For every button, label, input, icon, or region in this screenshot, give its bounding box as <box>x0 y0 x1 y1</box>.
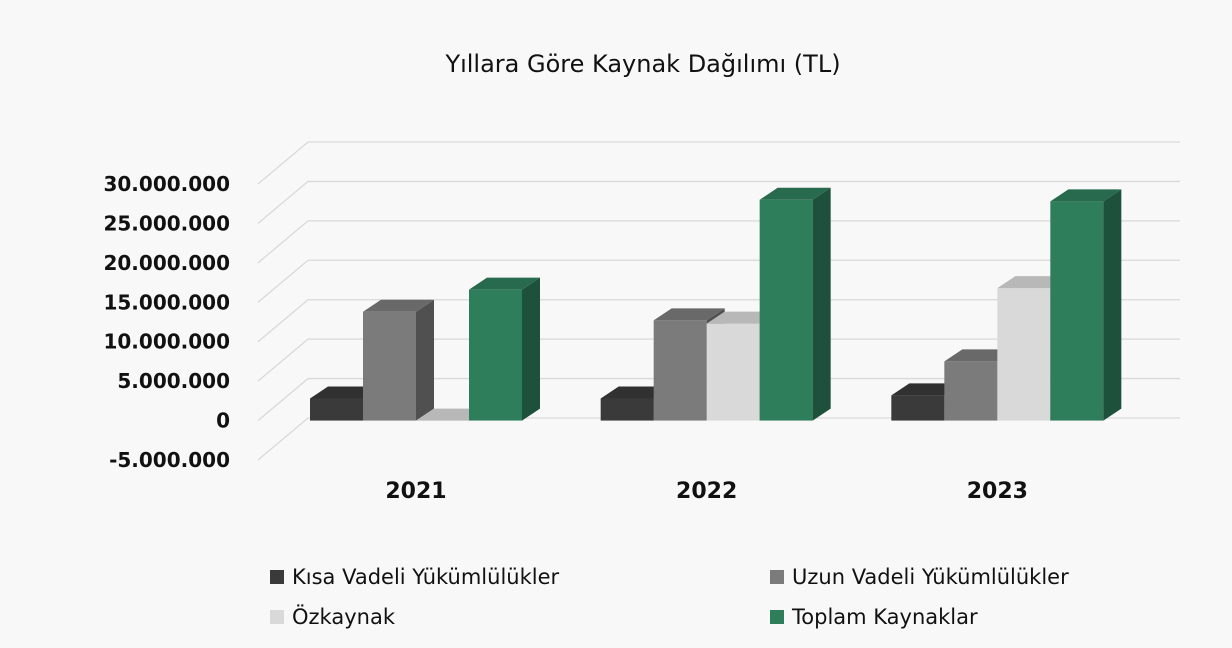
y-tick-label: 15.000.000 <box>103 290 230 314</box>
bar-front <box>944 361 998 421</box>
bar-front <box>891 395 945 421</box>
x-tick-label: 2022 <box>676 479 737 504</box>
gridline <box>257 220 1180 264</box>
chart-title: Yıllara Göre Kaynak Dağılımı (TL) <box>445 50 841 78</box>
gridline <box>257 417 1180 461</box>
y-tick-label: 0 <box>216 409 230 433</box>
y-tick-label: -5.000.000 <box>109 448 230 472</box>
gridline <box>257 180 1180 224</box>
bar-front <box>997 288 1051 421</box>
y-tick-label: 25.000.000 <box>103 211 230 235</box>
gridline <box>257 141 1180 185</box>
y-tick-label: 5.000.000 <box>117 369 230 393</box>
bar-side <box>416 299 434 421</box>
gridline <box>257 259 1180 303</box>
bar-top <box>363 299 434 312</box>
x-tick-label: 2021 <box>385 479 446 504</box>
gridline <box>257 338 1180 382</box>
bar-top <box>759 187 831 200</box>
bar-front <box>1050 201 1104 421</box>
bar-side <box>522 277 540 421</box>
y-tick-label: 20.000.000 <box>103 251 230 275</box>
x-tick-label: 2023 <box>967 479 1028 504</box>
bar-front <box>363 311 416 421</box>
y-tick-label: 10.000.000 <box>103 330 230 354</box>
bar-top <box>1050 189 1122 202</box>
bar-front <box>469 289 522 421</box>
bar-top <box>653 308 725 321</box>
bar-front <box>653 320 707 421</box>
gridline <box>257 299 1180 343</box>
bar-front <box>759 199 813 421</box>
bar-front <box>310 398 363 421</box>
bar-front <box>600 398 654 421</box>
bar-side <box>812 187 831 421</box>
bar-side <box>1103 189 1122 421</box>
bar-top <box>469 277 540 290</box>
gridline <box>257 377 1180 422</box>
y-tick-label: 30.000.000 <box>103 172 230 196</box>
bar-front <box>706 323 760 421</box>
